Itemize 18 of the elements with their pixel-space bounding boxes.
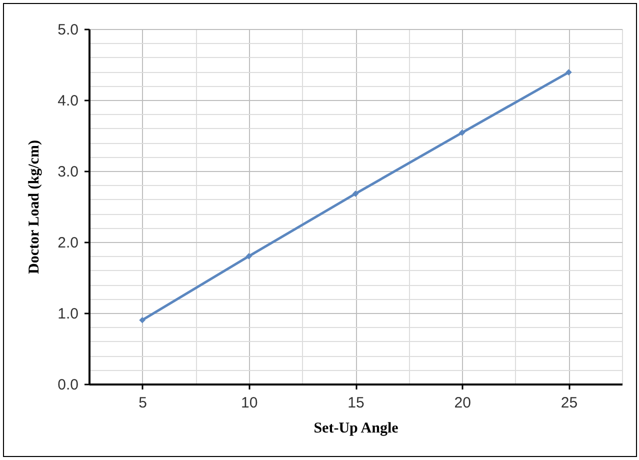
y-tick-label: 5.0	[58, 22, 78, 38]
y-axis-title: Doctor Load (kg/cm)	[26, 140, 43, 274]
y-tick-label: 4.0	[58, 92, 78, 110]
point	[352, 190, 359, 197]
x-tick-label: 25	[560, 394, 578, 412]
x-tick-label: 15	[348, 394, 364, 412]
y-tick-label: 1.0	[58, 306, 78, 322]
point	[246, 253, 252, 260]
point	[458, 130, 466, 136]
point	[566, 69, 572, 76]
y-tick-label: 2.0	[58, 234, 78, 252]
x-tick-label: 10	[241, 394, 258, 412]
y-tick-label: 3.0	[58, 164, 78, 180]
point	[139, 316, 146, 324]
x-tick-label: 5	[138, 394, 147, 412]
y-tick-label: 0.0	[58, 376, 78, 394]
x-tick-label: 20	[454, 394, 471, 412]
x-axis-title: Set-Up Angle	[314, 420, 399, 436]
